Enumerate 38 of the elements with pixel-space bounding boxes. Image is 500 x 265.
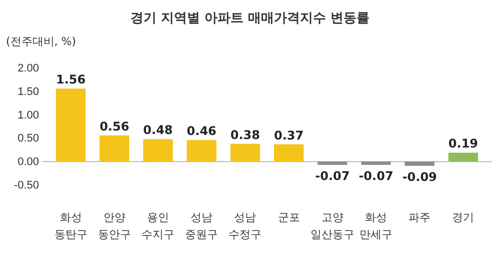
- x-tick-label: 군포: [278, 211, 300, 224]
- x-tick-label: 성남 중원구: [185, 211, 218, 241]
- bar: [274, 144, 304, 162]
- y-tick-label: 0.50: [18, 132, 39, 145]
- x-tick-label: 용인 수지구: [141, 211, 174, 241]
- data-label: 0.46: [186, 124, 216, 138]
- bar: [230, 144, 260, 162]
- data-label: -0.07: [358, 168, 394, 183]
- y-tick-label: 1.00: [18, 109, 39, 122]
- x-tick-label: 성남 수정구: [228, 211, 262, 241]
- data-label: 0.56: [100, 119, 130, 134]
- y-tick-label: 2.00: [18, 62, 39, 75]
- chart-title: 경기 지역별 아파트 매매가격지수 변동률: [130, 11, 370, 26]
- x-tick-label: 안양 동안구: [98, 211, 131, 241]
- y-tick-label: 0.00: [18, 156, 39, 168]
- data-label: -0.07: [315, 168, 350, 183]
- data-label: -0.09: [402, 170, 437, 184]
- data-label: 0.19: [448, 136, 478, 151]
- data-label: 0.37: [274, 128, 304, 142]
- x-tick-label: 고양 일산동구: [310, 211, 354, 241]
- x-tick-label: 파주: [408, 211, 431, 224]
- x-tick-label: 경기: [452, 211, 474, 224]
- bar: [404, 162, 434, 166]
- x-tick-label: 화성 동탄구: [54, 211, 88, 241]
- data-label: 0.38: [230, 128, 260, 142]
- bar: [56, 88, 86, 162]
- bar: [448, 152, 478, 162]
- bar: [100, 135, 130, 162]
- bar: [361, 162, 391, 165]
- data-label: 0.48: [143, 123, 173, 138]
- bar: [143, 139, 173, 162]
- y-tick-label: 1.50: [18, 86, 39, 98]
- bar: [318, 162, 348, 165]
- y-tick-label: -0.50: [14, 180, 39, 192]
- y-axis-title: (전주대비, %): [6, 35, 76, 48]
- bar: [186, 140, 216, 162]
- x-tick-label: 화성 만세구: [360, 211, 393, 241]
- data-label: 1.56: [56, 72, 86, 87]
